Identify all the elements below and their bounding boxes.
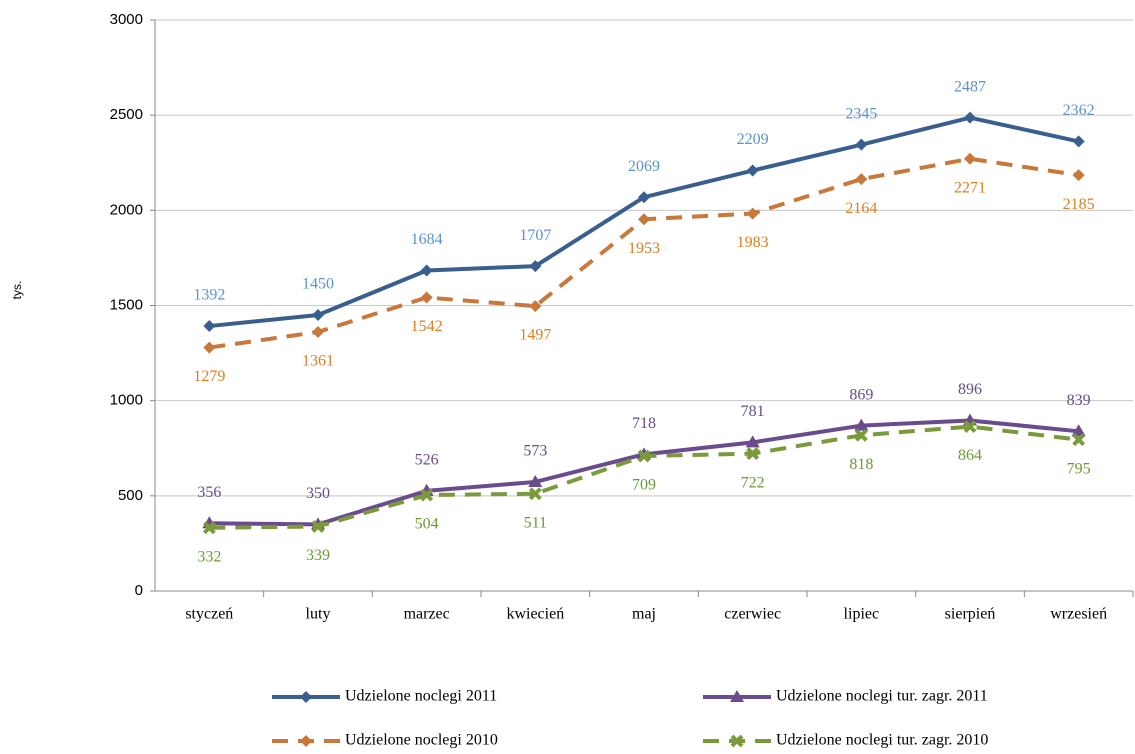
data-label: 504 (415, 516, 439, 533)
data-label: 2209 (737, 131, 769, 148)
marker (528, 474, 543, 487)
data-label: 1707 (519, 227, 551, 244)
data-label: 332 (197, 548, 221, 565)
marker (529, 300, 542, 313)
data-label: 511 (524, 514, 547, 531)
data-label: 2271 (954, 179, 986, 196)
data-label: 2487 (954, 78, 986, 95)
x-tick-label: sierpień (945, 606, 996, 623)
data-label: 869 (849, 386, 873, 403)
data-label: 1684 (411, 231, 443, 248)
x-tick-label: marzec (404, 606, 450, 623)
marker (745, 435, 760, 448)
marker (746, 207, 759, 220)
marker (1071, 424, 1086, 437)
data-label: 339 (306, 547, 330, 564)
data-label: 1450 (302, 276, 334, 293)
marker (855, 138, 868, 151)
y-tick-label: 3000 (110, 11, 143, 28)
marker (854, 428, 868, 442)
legend-label: Udzielone noclegi 2010 (345, 732, 498, 749)
legend-label: Udzielone noclegi 2011 (345, 688, 497, 705)
marker (420, 488, 434, 502)
data-label: 350 (306, 485, 330, 502)
data-label: 896 (958, 381, 982, 398)
marker (202, 521, 216, 535)
data-label: 573 (523, 443, 547, 460)
data-label: 1983 (737, 234, 769, 251)
marker (312, 325, 324, 338)
x-tick-label: czerwiec (724, 606, 781, 623)
data-label: 1279 (193, 368, 225, 385)
data-label: 2345 (845, 105, 877, 122)
marker (638, 191, 650, 204)
legend-marker (300, 691, 312, 703)
marker (963, 420, 977, 433)
data-label: 795 (1067, 460, 1091, 477)
x-tick-label: styczeń (185, 606, 233, 623)
marker (1072, 135, 1085, 148)
y-tick-label: 2500 (110, 106, 143, 123)
marker (203, 320, 216, 333)
marker (855, 173, 868, 186)
data-label: 781 (741, 403, 765, 420)
marker (854, 418, 869, 431)
y-tick-label: 1000 (110, 392, 143, 409)
data-label: 2185 (1063, 196, 1095, 213)
marker (529, 260, 542, 273)
data-label: 1497 (519, 327, 551, 344)
marker (746, 447, 760, 460)
marker (312, 309, 324, 322)
marker (528, 487, 542, 501)
marker (311, 520, 325, 533)
data-label: 356 (197, 484, 221, 501)
data-label: 864 (958, 447, 982, 464)
x-tick-label: lipiec (844, 606, 880, 623)
line (209, 418, 1079, 527)
x-tick-label: luty (306, 606, 331, 623)
marker (964, 111, 976, 124)
data-label: 1953 (628, 240, 660, 257)
y-tick-label: 1500 (110, 296, 143, 313)
x-tick-label: kwiecień (506, 606, 564, 623)
legend-label: Udzielone noclegi tur. zagr. 2011 (776, 688, 988, 705)
y-tick-label: 2000 (110, 201, 143, 218)
y-tick-label: 0 (135, 582, 143, 599)
y-axis-label: tys. (10, 281, 24, 300)
data-label: 2362 (1063, 102, 1095, 119)
marker (1072, 433, 1086, 447)
data-label: 709 (632, 477, 656, 494)
data-label: 1542 (411, 318, 443, 335)
marker (964, 152, 976, 165)
data-label: 818 (849, 456, 873, 473)
marker (203, 341, 216, 354)
x-tick-label: maj (632, 606, 656, 623)
legend-label: Udzielone noclegi tur. zagr. 2010 (776, 732, 988, 749)
marker (746, 164, 759, 177)
data-label: 526 (415, 452, 439, 469)
y-tick-label: 500 (118, 487, 143, 504)
marker (637, 449, 651, 463)
data-label: 718 (632, 415, 656, 432)
data-label: 722 (741, 474, 765, 491)
data-label: 839 (1067, 392, 1091, 409)
x-tick-label: wrzesień (1050, 606, 1107, 623)
data-label: 1361 (302, 353, 334, 370)
legend-marker (300, 735, 312, 747)
data-label: 1392 (193, 287, 225, 304)
marker (420, 291, 433, 304)
data-label: 2164 (845, 200, 877, 217)
legend-marker (730, 690, 744, 702)
data-label: 2069 (628, 158, 660, 175)
marker (1072, 169, 1085, 182)
marker (420, 264, 433, 277)
legend-marker (730, 734, 744, 748)
marker (638, 213, 650, 226)
